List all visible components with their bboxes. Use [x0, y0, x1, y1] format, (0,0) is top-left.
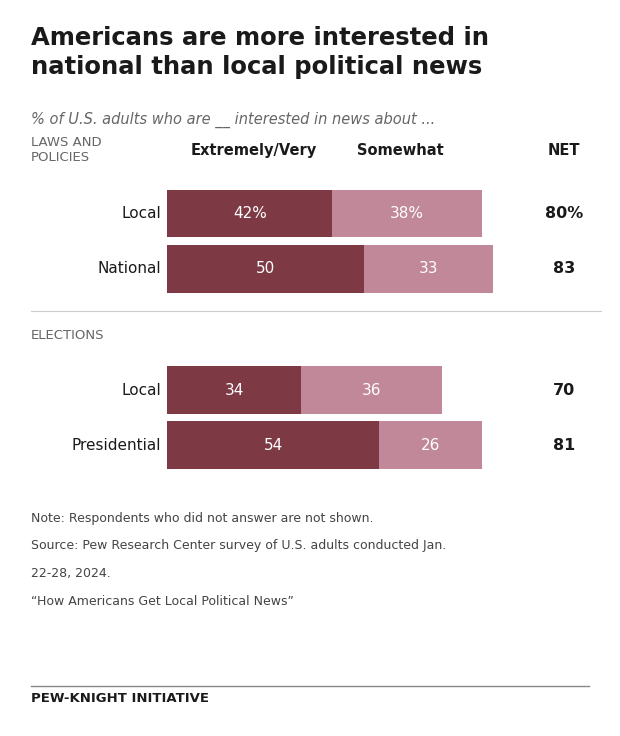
- Text: 80%: 80%: [545, 206, 583, 221]
- Text: PEW-KNIGHT INITIATIVE: PEW-KNIGHT INITIATIVE: [31, 692, 209, 705]
- Text: 70: 70: [553, 383, 575, 397]
- Text: 33: 33: [418, 261, 438, 276]
- Bar: [301, 367, 442, 414]
- Text: Source: Pew Research Center survey of U.S. adults conducted Jan.: Source: Pew Research Center survey of U.…: [31, 539, 446, 553]
- Text: Local: Local: [122, 383, 161, 397]
- Text: 22-28, 2024.: 22-28, 2024.: [31, 567, 111, 581]
- Text: Note: Respondents who did not answer are not shown.: Note: Respondents who did not answer are…: [31, 512, 373, 525]
- Text: 42%: 42%: [233, 206, 267, 221]
- Text: ELECTIONS: ELECTIONS: [31, 329, 105, 342]
- Text: 26: 26: [421, 438, 440, 453]
- Bar: [379, 421, 482, 470]
- Text: 38%: 38%: [390, 206, 424, 221]
- Text: “How Americans Get Local Political News”: “How Americans Get Local Political News”: [31, 595, 294, 609]
- Bar: [167, 421, 379, 470]
- Text: 36: 36: [362, 383, 381, 397]
- Text: % of U.S. adults who are __ interested in news about ...: % of U.S. adults who are __ interested i…: [31, 112, 435, 128]
- Text: Local: Local: [122, 206, 161, 221]
- Text: 83: 83: [553, 261, 575, 276]
- Text: Presidential: Presidential: [72, 438, 161, 453]
- Text: 50: 50: [256, 261, 275, 276]
- Text: 81: 81: [553, 438, 575, 453]
- Bar: [167, 367, 301, 414]
- Text: 34: 34: [224, 383, 244, 397]
- Bar: [167, 190, 332, 237]
- Text: Americans are more interested in
national than local political news: Americans are more interested in nationa…: [31, 26, 489, 79]
- Text: Somewhat: Somewhat: [357, 144, 444, 158]
- Text: Extremely/Very: Extremely/Very: [191, 144, 317, 158]
- Text: NET: NET: [548, 144, 580, 158]
- Text: 54: 54: [264, 438, 283, 453]
- Bar: [167, 244, 364, 292]
- Bar: [364, 244, 494, 292]
- Bar: [332, 190, 482, 237]
- Text: LAWS AND
POLICIES: LAWS AND POLICIES: [31, 136, 102, 164]
- Text: National: National: [97, 261, 161, 276]
